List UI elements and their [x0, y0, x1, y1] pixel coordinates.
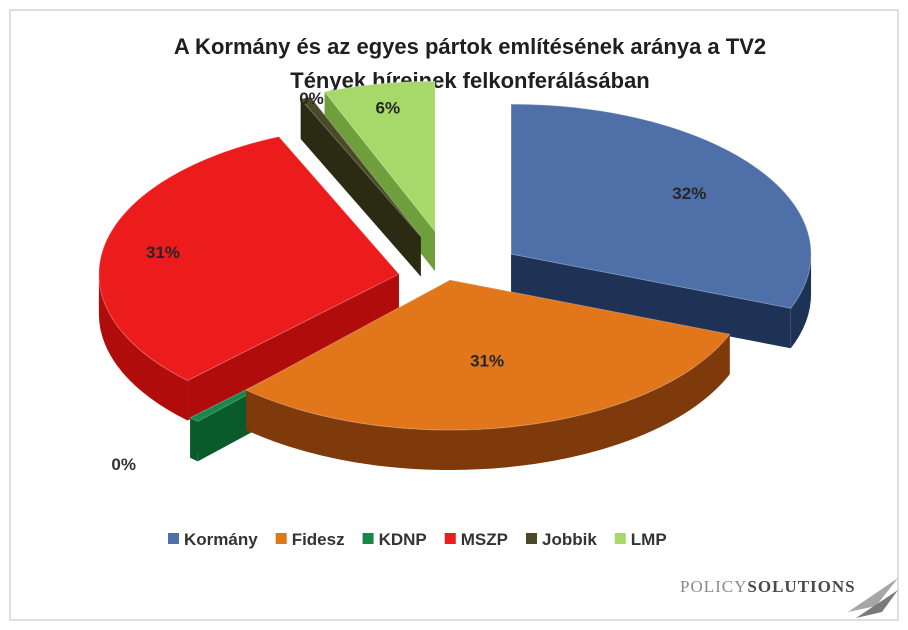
legend-item-jobbik: Jobbik — [526, 530, 597, 549]
slice-top-jobbik — [299, 96, 422, 237]
legend-swatch-mszp — [444, 533, 456, 544]
legend-item-kdnp: KDNP — [362, 530, 427, 549]
slice-wall-mszp — [187, 274, 399, 421]
legend-item-kormány: Kormány — [168, 530, 258, 549]
slice-top-mszp — [98, 136, 400, 382]
logo-text-policy: POLICY — [680, 577, 747, 596]
logo-text-solutions: SOLUTIONS — [747, 577, 855, 596]
legend-swatch-kdnp — [362, 533, 374, 544]
pie-slice-jobbik — [299, 96, 422, 277]
slice-rim-mszp — [98, 274, 188, 421]
legend-label-jobbik: Jobbik — [542, 530, 597, 549]
data-label-kormány: 32% — [672, 184, 706, 203]
legend-swatch-fidesz — [275, 533, 287, 544]
legend-label-fidesz: Fidesz — [292, 530, 345, 549]
logo-swoosh-icon-2 — [856, 590, 898, 618]
policysolutions-logo: POLICYSOLUTIONS — [680, 577, 898, 618]
legend-swatch-kormány — [168, 533, 179, 544]
legend: Kormány Fidesz KDNP MSZP Jobbik LMP — [168, 530, 667, 549]
legend-label-lmp: LMP — [631, 530, 667, 549]
pie-slices — [98, 80, 812, 470]
chart-title-line-1: A Kormány és az egyes pártok említésének… — [174, 34, 766, 59]
data-label-lmp: 6% — [376, 99, 401, 118]
data-label-jobbik: 0% — [299, 89, 324, 108]
logo-swoosh-icon — [848, 578, 898, 612]
slice-top-kormány — [510, 103, 812, 309]
slice-top-lmp — [323, 80, 436, 233]
data-label-mszp: 31% — [146, 243, 180, 262]
slice-wall-jobbik — [310, 97, 421, 277]
legend-label-mszp: MSZP — [461, 530, 508, 549]
legend-item-fidesz: Fidesz — [275, 530, 345, 549]
data-label-kdnp: 0% — [111, 455, 136, 474]
legend-swatch-lmp — [614, 533, 626, 544]
slice-top-fidesz — [245, 279, 731, 431]
slice-rim-kdnp — [190, 417, 198, 462]
legend-label-kdnp: KDNP — [379, 530, 427, 549]
pie-slice-kormány — [510, 103, 812, 349]
legend-swatch-jobbik — [526, 533, 537, 544]
slice-wall-kormány — [511, 254, 791, 349]
data-label-fidesz: 31% — [470, 351, 504, 370]
svg-text:POLICYSOLUTIONS: POLICYSOLUTIONS — [680, 577, 856, 596]
legend-item-lmp: LMP — [614, 530, 667, 549]
pie-slice-mszp — [98, 136, 400, 421]
legend-item-mszp: MSZP — [444, 530, 508, 549]
pie-slice-fidesz — [245, 279, 731, 470]
slice-rim-kormány — [790, 254, 812, 349]
legend-label-kormány: Kormány — [184, 530, 258, 549]
data-labels: 6% 0% 32% 31% 0% 31% — [111, 89, 706, 474]
slice-rim-fidesz — [246, 334, 730, 470]
